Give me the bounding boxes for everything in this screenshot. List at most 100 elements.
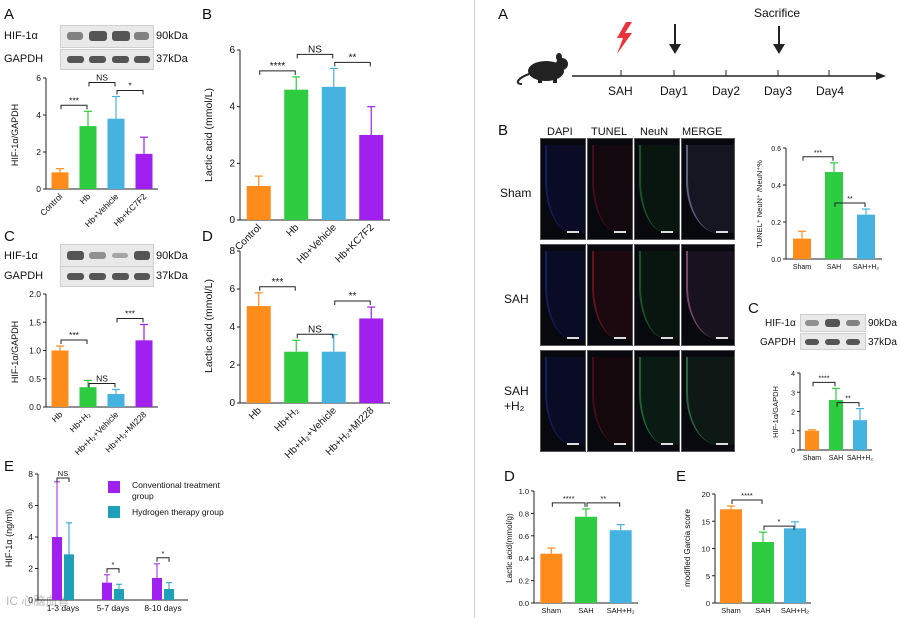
significance-label: NS (96, 373, 108, 383)
mouse-icon (516, 53, 568, 85)
significance-bracket (812, 381, 836, 387)
significance-bracket (156, 557, 170, 562)
bar-hb (79, 126, 97, 189)
significance-bracket (56, 477, 70, 482)
timeline-label-sah: SAH (608, 84, 633, 98)
significance-label: ** (600, 494, 606, 503)
panel-letter-left-c: C (4, 228, 15, 245)
bar-hb (284, 89, 309, 221)
x-tick-label: Sham (803, 455, 821, 462)
bar-hb-h-mi228 (359, 318, 384, 403)
row-label-sah-h2-suffix: +H₂ (504, 399, 525, 413)
y-tick-label: 2 (36, 147, 41, 157)
x-tick-label: SAH (829, 455, 843, 462)
y-tick-label: 2 (229, 158, 235, 169)
micrograph-sah-h2-merge (681, 350, 735, 452)
x-tick-label: Hb (50, 409, 65, 424)
x-tick-label: Hb+KC7F2 (333, 222, 376, 265)
x-tick-label: Control (38, 191, 65, 218)
y-tick-label: 0.6 (771, 146, 781, 153)
channel-header-tunel: TUNEL (591, 126, 628, 138)
significance-label: **** (741, 491, 753, 500)
panel-letter-right-b: B (498, 122, 509, 139)
down-arrow-icon-day1 (669, 24, 681, 54)
significance-bracket (259, 286, 296, 291)
x-tick-label: SAH (578, 606, 593, 615)
bar-sah-h- (853, 420, 867, 450)
panel-letter-left-a: A (4, 6, 15, 23)
legend-label-conventional-line1: Conventional treatment (132, 480, 220, 490)
significance-label: NS (308, 324, 322, 335)
micrograph-sah-neun (634, 244, 680, 346)
y-axis-label: Lactic acid (mmol/L) (203, 88, 215, 182)
significance-label: NS (308, 44, 322, 55)
significance-label: ** (847, 196, 853, 203)
significance-bracket (106, 568, 120, 573)
y-axis-label: HIF-1α/GAPDH (10, 321, 20, 383)
row-label-sah: SAH (504, 292, 529, 306)
x-tick-label: SAH+H₂ (853, 264, 880, 271)
chart-r-b: 0.0 0.2 0.4 0.6 TUNEL⁺ NeuN⁺ /NeuN⁺% Sham SAH S… (755, 146, 882, 271)
bar-1-3-days-1 (64, 554, 74, 600)
micrograph-sah-h2-neun (634, 350, 680, 452)
y-tick-label: 0.0 (771, 257, 781, 264)
bar-5-7-days-0 (102, 582, 112, 600)
x-tick-label: SAH+H₂ (781, 606, 809, 615)
y-tick-label: 0.8 (519, 509, 529, 518)
significance-label: *** (814, 150, 822, 157)
blot-strip-gapdh (60, 266, 154, 287)
timeline-label-day4: Day4 (816, 84, 845, 98)
y-tick-label: 3 (791, 390, 795, 397)
significance-bracket (763, 525, 795, 531)
x-tick-label: SAH (755, 606, 770, 615)
y-tick-label: 4 (791, 371, 795, 378)
y-tick-label: 0.6 (519, 532, 529, 541)
blot-label-hif: HIF-1α (4, 250, 38, 262)
chart-r-e: 0 5 10 15 20 modified Garcia score Sham SAH SAH+… (683, 490, 811, 615)
x-tick-label: Sham (793, 264, 811, 271)
y-tick-label: 6 (36, 73, 41, 83)
bar-sah (825, 172, 843, 259)
row-label-sah-h2: SAH (504, 384, 529, 398)
y-tick-label: 1.0 (519, 487, 529, 496)
y-tick-label: 0 (229, 215, 235, 226)
y-tick-label: 4 (28, 532, 33, 542)
x-tick-label: SAH (827, 264, 841, 271)
y-tick-label: 0 (706, 599, 710, 608)
chart-l-b: 0 2 4 6 Lactic acid (mmol/L) Control HbHb+Vehi… (203, 44, 390, 266)
micrograph-sham-neun (634, 138, 680, 240)
y-tick-label: 10 (702, 545, 710, 554)
y-tick-label: 6 (28, 501, 33, 511)
y-tick-label: 4 (36, 110, 41, 120)
micrograph-sah-merge (681, 244, 735, 346)
panel-letter-right-e: E (676, 468, 687, 485)
x-tick-label: Sham (721, 606, 741, 615)
y-tick-label: 20 (702, 490, 710, 499)
bar-sham (540, 553, 563, 603)
timeline-label-sacrifice: Sacrifice (754, 6, 801, 20)
micrograph-sah-tunel (587, 244, 633, 346)
y-tick-label: 1.0 (29, 346, 41, 356)
significance-bracket (586, 502, 621, 507)
significance-bracket (296, 53, 334, 59)
y-tick-label: 4 (229, 102, 235, 113)
y-axis-label: Lactic acid(mmol/g) (505, 513, 514, 583)
significance-bracket (551, 502, 586, 507)
timeline-arrowhead (876, 72, 886, 80)
bar-hb-h- (79, 387, 97, 407)
bar-hb (246, 306, 271, 403)
significance-bracket (116, 318, 144, 323)
legend-swatch-hydrogen (108, 506, 120, 518)
legend-label-hydrogen: Hydrogen therapy group (132, 507, 224, 517)
bar-hb-kc7f2 (135, 153, 153, 189)
significance-label: *** (272, 277, 284, 288)
y-tick-label: 2 (791, 410, 795, 417)
channel-header-dapi: DAPI (547, 126, 573, 138)
micrograph-sham-merge (681, 138, 735, 240)
significance-label: *** (69, 330, 80, 340)
bar-hb-h-mi228 (135, 340, 153, 407)
significance-bracket (334, 61, 371, 67)
